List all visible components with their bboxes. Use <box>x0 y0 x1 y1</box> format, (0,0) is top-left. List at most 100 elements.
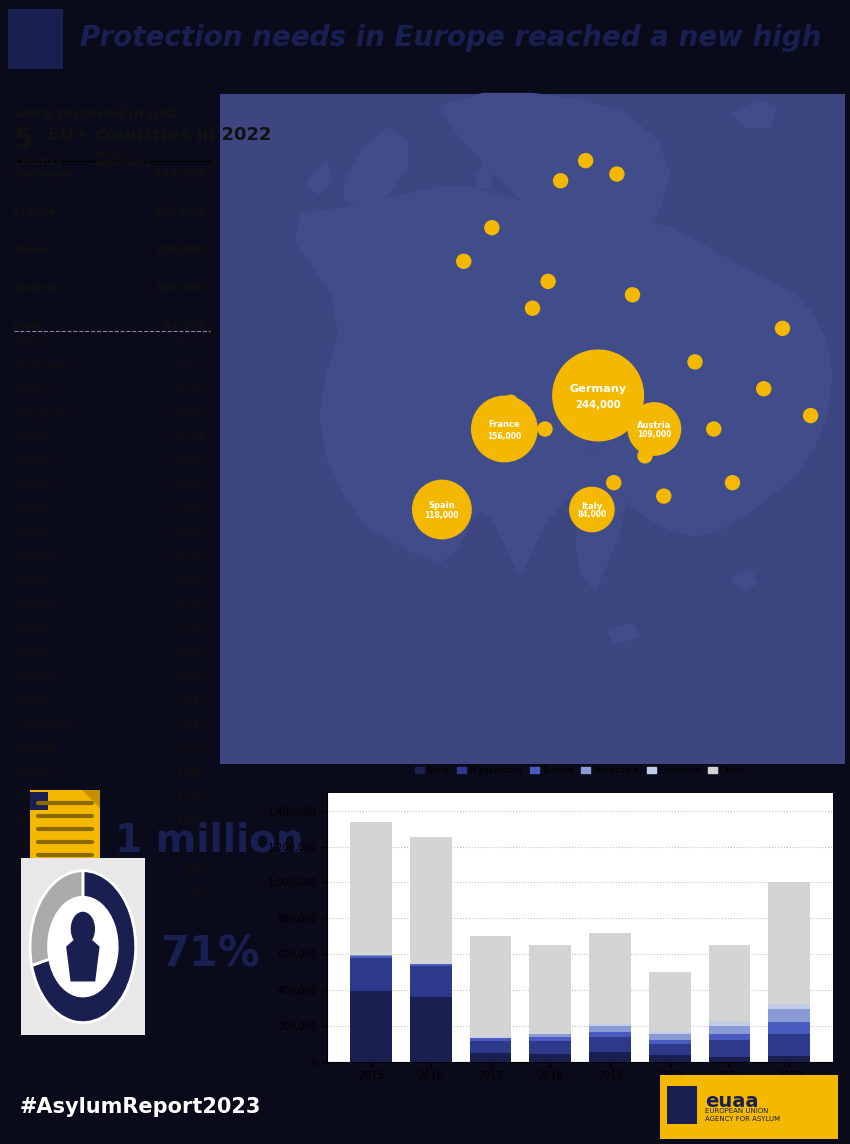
Text: 4,840: 4,840 <box>178 649 205 659</box>
Text: Spain: Spain <box>14 245 49 254</box>
Text: Luxembourg: Luxembourg <box>14 721 75 731</box>
Circle shape <box>688 355 702 368</box>
Circle shape <box>456 254 471 268</box>
Text: #AsylumReport2023: #AsylumReport2023 <box>20 1097 262 1117</box>
Bar <box>410 836 451 964</box>
Bar <box>768 882 810 1004</box>
Legend: Syria, Afghanistan, Türkiye, Venezuela, Colombia, Other: Syria, Afghanistan, Türkiye, Venezuela, … <box>411 762 749 779</box>
Text: France: France <box>14 207 56 216</box>
Circle shape <box>484 221 499 235</box>
Bar <box>350 955 392 958</box>
Text: 620: 620 <box>186 841 205 850</box>
Text: Germany: Germany <box>14 168 71 178</box>
Bar <box>768 1034 810 1056</box>
Text: Hungary: Hungary <box>14 889 56 898</box>
Circle shape <box>48 897 117 996</box>
Text: Italy: Italy <box>581 502 603 510</box>
Text: Cyprus: Cyprus <box>14 432 48 443</box>
Text: 1,320: 1,320 <box>178 793 205 802</box>
Circle shape <box>706 422 721 436</box>
Circle shape <box>626 288 639 302</box>
Bar <box>649 1034 690 1040</box>
FancyBboxPatch shape <box>21 858 144 1035</box>
Bar <box>768 1023 810 1034</box>
Text: Ireland: Ireland <box>14 505 48 515</box>
Bar <box>589 1051 631 1062</box>
Text: Belgium: Belgium <box>14 384 54 395</box>
Text: Greece: Greece <box>14 336 48 347</box>
Bar <box>589 934 631 1024</box>
Text: 1,025: 1,025 <box>177 817 205 826</box>
Polygon shape <box>439 94 670 255</box>
Text: AGENCY FOR ASYLUM: AGENCY FOR ASYLUM <box>705 1115 780 1122</box>
Bar <box>589 1024 631 1026</box>
FancyBboxPatch shape <box>30 792 48 810</box>
Text: Slovakia: Slovakia <box>14 865 55 874</box>
Text: Number of: Number of <box>95 149 147 159</box>
Text: Austria: Austria <box>638 421 672 430</box>
Bar <box>709 1026 751 1034</box>
Bar <box>709 1022 751 1026</box>
FancyBboxPatch shape <box>667 1086 697 1123</box>
Text: Switzerland: Switzerland <box>14 408 71 419</box>
Polygon shape <box>570 214 832 537</box>
Text: Croatia: Croatia <box>14 529 49 539</box>
Text: Germany: Germany <box>570 383 626 394</box>
Bar <box>470 1052 512 1062</box>
Text: Bulgaria: Bulgaria <box>14 456 54 467</box>
Circle shape <box>503 395 518 410</box>
Text: 36,740: 36,740 <box>171 384 205 395</box>
Text: Malta: Malta <box>14 793 41 802</box>
Text: 18,605: 18,605 <box>171 480 205 491</box>
Polygon shape <box>476 154 495 188</box>
Text: Poland: Poland <box>14 577 47 587</box>
Text: Lithuania: Lithuania <box>14 817 60 826</box>
Polygon shape <box>576 455 626 590</box>
Bar <box>768 1004 810 1009</box>
Text: Finland: Finland <box>14 625 49 635</box>
Text: Romania: Romania <box>14 553 57 563</box>
Text: France: France <box>489 420 520 429</box>
Polygon shape <box>733 570 757 590</box>
Bar <box>350 958 392 991</box>
Bar <box>709 1034 751 1041</box>
Circle shape <box>620 368 633 382</box>
Bar <box>768 1056 810 1062</box>
Bar <box>709 1041 751 1057</box>
Text: Slovenia: Slovenia <box>14 601 55 611</box>
Text: Sweden: Sweden <box>14 480 53 491</box>
Circle shape <box>726 476 740 490</box>
Bar <box>470 936 512 1038</box>
Bar <box>589 1026 631 1032</box>
Circle shape <box>538 422 552 436</box>
Bar <box>649 1056 690 1062</box>
Text: 9,810: 9,810 <box>178 577 205 587</box>
Text: 24,440: 24,440 <box>171 408 205 419</box>
Bar <box>589 1038 631 1051</box>
Circle shape <box>525 301 540 316</box>
Bar <box>649 1043 690 1056</box>
Text: 1,685: 1,685 <box>178 769 205 778</box>
Text: Latvia: Latvia <box>14 841 44 850</box>
Text: Netherlands: Netherlands <box>14 360 74 371</box>
Text: Estonia: Estonia <box>14 697 50 707</box>
Text: applicants: applicants <box>95 158 152 167</box>
Text: Norway: Norway <box>14 649 51 659</box>
Polygon shape <box>308 160 332 194</box>
Bar <box>589 1032 631 1038</box>
Text: were received in just: were received in just <box>14 106 178 120</box>
Text: 244,000: 244,000 <box>575 400 621 411</box>
Text: 37,020: 37,020 <box>171 360 205 371</box>
Bar <box>530 1038 571 1041</box>
FancyBboxPatch shape <box>8 9 63 70</box>
Bar <box>470 1041 512 1052</box>
Polygon shape <box>82 789 100 808</box>
Text: Austria: Austria <box>14 283 60 293</box>
Wedge shape <box>31 871 136 1023</box>
Circle shape <box>657 490 671 503</box>
Text: 84,000: 84,000 <box>577 510 607 519</box>
Wedge shape <box>30 871 82 966</box>
Polygon shape <box>295 188 645 577</box>
Polygon shape <box>733 101 776 127</box>
Circle shape <box>472 396 537 462</box>
